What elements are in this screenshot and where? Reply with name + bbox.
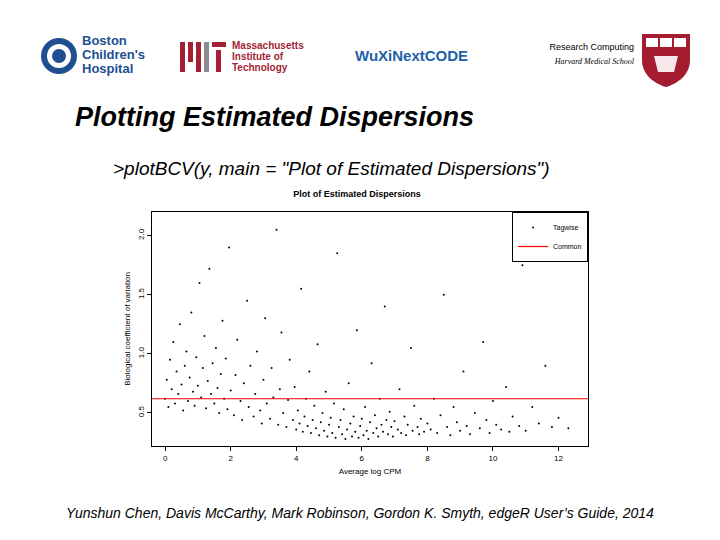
- svg-text:2: 2: [228, 454, 233, 463]
- html-text:Boston: Boston: [82, 33, 127, 48]
- svg-text:0: 0: [163, 454, 168, 463]
- svg-text:Biological coefficient of vari: Biological coefficient of variation: [123, 272, 132, 386]
- html-text:Hospital: Hospital: [82, 61, 134, 76]
- html-text:Research Computing: Research Computing: [549, 42, 634, 52]
- html-text:Massachusetts: Massachusetts: [232, 40, 304, 51]
- svg-text:Plot of Estimated Dispersions: Plot of Estimated Dispersions: [293, 189, 421, 199]
- svg-text:1.5: 1.5: [137, 287, 146, 299]
- html-text:>plotBCV(y, main = "Plot of Es: >plotBCV(y, main = "Plot of Estimated Di…: [113, 158, 550, 179]
- svg-text:2.0: 2.0: [137, 228, 146, 240]
- svg-text:1.0: 1.0: [137, 347, 146, 359]
- svg-text:12: 12: [554, 454, 563, 463]
- svg-text:Tagwise: Tagwise: [553, 224, 578, 232]
- html-text:WuXiNextCODE: WuXiNextCODE: [355, 47, 469, 64]
- svg-text:4: 4: [294, 454, 299, 463]
- html-text:Plotting Estimated Dispersions: Plotting Estimated Dispersions: [75, 102, 475, 132]
- html-text:Yunshun Chen, Davis McCarthy,: Yunshun Chen, Davis McCarthy, Mark Robin…: [66, 505, 654, 521]
- html-text:Harvard Medical School: Harvard Medical School: [554, 57, 634, 66]
- html-text:Children's: Children's: [82, 47, 145, 62]
- svg-text:8: 8: [425, 454, 430, 463]
- svg-text:6: 6: [360, 454, 365, 463]
- svg-text:Average log CPM: Average log CPM: [339, 467, 402, 476]
- html-text:Institute of: Institute of: [232, 51, 284, 62]
- svg-text:0.5: 0.5: [137, 406, 146, 418]
- html-text:Technology: Technology: [232, 62, 288, 73]
- svg-text:Common: Common: [553, 243, 582, 250]
- svg-text:10: 10: [488, 454, 497, 463]
